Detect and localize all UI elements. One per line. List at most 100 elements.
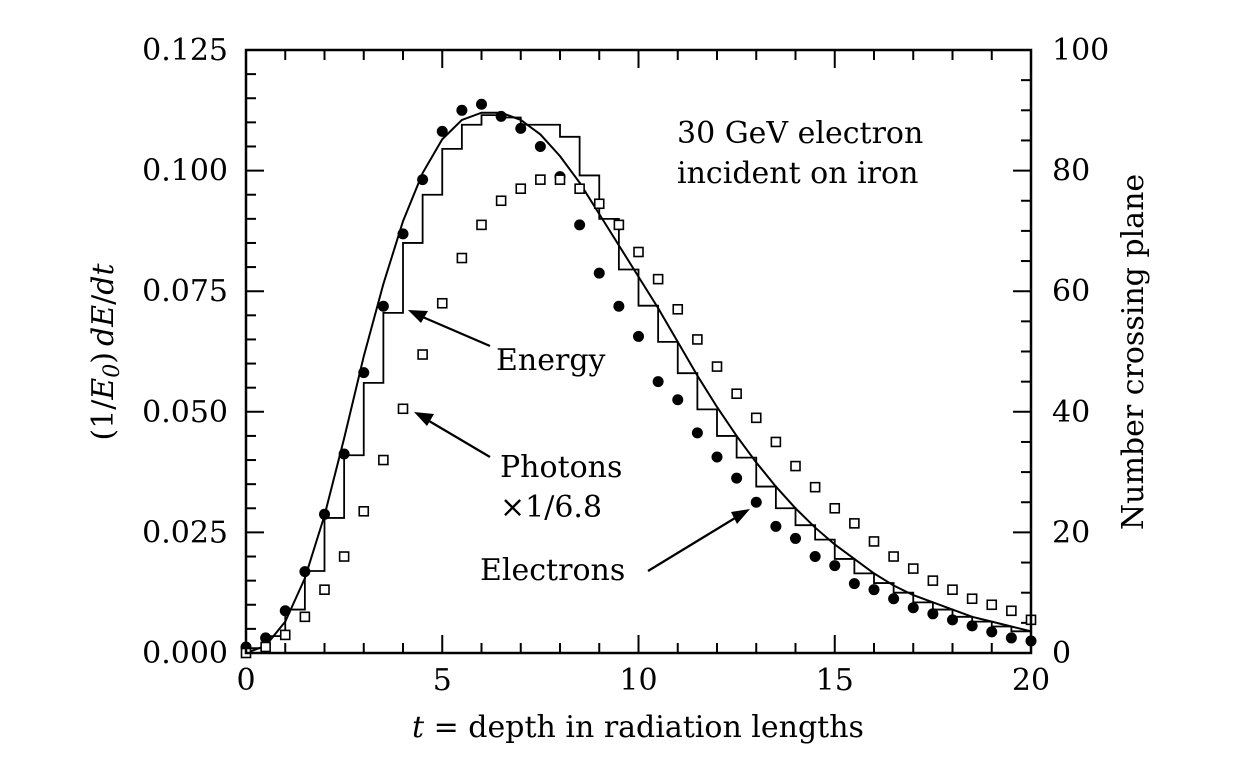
electron-point — [456, 104, 468, 116]
electron-point — [515, 122, 527, 134]
photons-series — [240, 174, 1037, 659]
electron-point — [809, 551, 821, 563]
photon-point — [476, 219, 487, 231]
electron-point — [397, 228, 409, 240]
photon-point — [279, 629, 291, 641]
x-axis-title: t = depth in radiation lengths — [412, 710, 864, 745]
annotation-line-1: 30 GeV electron — [677, 116, 923, 151]
electron-point — [338, 448, 350, 460]
x-axis-title-rest: = depth in radiation lengths — [424, 710, 864, 745]
photon-point — [868, 536, 880, 547]
y-tick-label-right: 100 — [1052, 33, 1109, 68]
energy-callout: Energy — [408, 310, 606, 378]
photon-point — [358, 505, 370, 517]
axis-ticks — [245, 49, 1032, 654]
electron-point — [829, 560, 841, 572]
energy-arrow-head — [408, 310, 428, 323]
photon-point — [927, 575, 939, 586]
photon-point — [417, 349, 428, 360]
electron-point — [652, 376, 664, 388]
photon-point — [947, 584, 958, 595]
y-tick-label-left: 0.025 — [142, 515, 228, 550]
photon-point — [888, 551, 899, 562]
electron-point — [574, 219, 586, 231]
photon-point — [574, 183, 585, 194]
y-tick-label-left: 0.125 — [142, 33, 228, 68]
electron-point — [260, 632, 272, 644]
photon-point — [711, 361, 723, 372]
y-tick-label-right: 60 — [1052, 274, 1090, 309]
photons-arrow-head — [414, 412, 434, 426]
electron-point — [495, 110, 507, 122]
energy-arrow-line — [417, 313, 491, 348]
energy-histogram-path — [246, 114, 1031, 650]
electron-point — [907, 602, 919, 614]
electron-point — [358, 367, 370, 379]
photon-point — [593, 198, 605, 210]
x-tick-label: 15 — [816, 663, 854, 698]
photon-point — [456, 252, 468, 264]
x-tick-label: 0 — [236, 663, 255, 698]
energy-label: Energy — [496, 343, 606, 378]
electron-point — [299, 566, 311, 578]
y-tick-label-right: 40 — [1052, 395, 1090, 430]
y-tick-label-left: 0.050 — [142, 395, 228, 430]
photon-point — [436, 297, 448, 309]
photon-point — [770, 436, 782, 448]
electron-point — [888, 593, 900, 605]
photon-point — [731, 388, 742, 400]
photon-point — [260, 641, 271, 653]
photons-label-line-2: ×1/6.8 — [500, 490, 602, 525]
electron-point — [986, 626, 998, 638]
electron-point — [377, 300, 389, 312]
electron-point — [750, 496, 762, 508]
photons-callout: Photons ×1/6.8 — [414, 412, 622, 525]
y-tick-label-left: 0.075 — [142, 274, 228, 309]
photon-point — [378, 454, 389, 466]
electrons-label: Electrons — [480, 553, 625, 588]
electron-point — [848, 578, 860, 590]
energy-fit-curve — [245, 111, 1032, 654]
y-tick-label-right: 80 — [1052, 154, 1090, 189]
electron-point — [593, 267, 605, 279]
electron-point — [966, 620, 978, 632]
photon-point — [495, 195, 507, 207]
photon-point — [966, 593, 978, 605]
x-axis-title-var: t — [412, 710, 425, 745]
plot-frame — [244, 48, 1033, 655]
photon-point — [633, 246, 644, 258]
electron-point — [711, 451, 723, 463]
electrons-callout: Electrons — [480, 509, 750, 588]
electron-point — [613, 300, 625, 312]
plot-series — [240, 98, 1037, 659]
electron-point — [927, 608, 939, 620]
photon-point — [1006, 605, 1017, 617]
photon-point — [672, 303, 684, 315]
energy-histogram — [246, 114, 1031, 650]
photon-point — [319, 584, 330, 595]
x-tick-label: 10 — [619, 663, 657, 698]
y-tick-label-left: 0.100 — [142, 154, 228, 189]
photon-point — [986, 599, 998, 611]
electron-point — [417, 174, 429, 186]
annotation-line-2: incident on iron — [677, 156, 918, 191]
x-tick-label: 5 — [433, 663, 452, 698]
x-tick-label: 20 — [1012, 663, 1050, 698]
photon-point — [554, 174, 566, 185]
tick-labels: 0 5 10 15 200.0000.0250.0500.0750.1000.12502… — [142, 33, 1109, 698]
electron-point — [691, 427, 703, 439]
y-axis-title-right: Number crossing plane — [1116, 174, 1151, 530]
photon-point — [515, 183, 527, 194]
electron-point — [868, 584, 880, 596]
y-tick-label-left: 0.000 — [142, 636, 228, 671]
electron-point — [633, 330, 644, 342]
electron-point — [672, 394, 684, 406]
photon-point — [907, 563, 919, 574]
electron-point — [319, 508, 330, 520]
electrons-arrow-head — [731, 509, 750, 524]
electron-point — [731, 472, 743, 484]
photons-arrow-line — [423, 417, 491, 458]
electron-point — [1005, 632, 1017, 644]
photon-point — [652, 273, 664, 285]
